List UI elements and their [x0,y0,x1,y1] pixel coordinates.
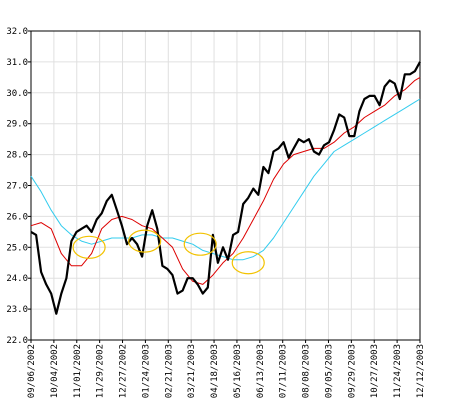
y-axis-ticks: 22.0 23.0 24.0 25.0 26.0 27.0 28.0 29.0 30.0 31.0… [6,27,31,346]
x-tick-label: 04/18/2003 [210,344,220,398]
y-tick-label: 24.0 [6,274,28,284]
crossover-highlight [183,232,217,256]
y-tick-label: 32.0 [6,27,28,37]
x-tick-label: 02/21/2003 [164,344,174,398]
y-tick-label: 23.0 [6,305,28,315]
crossover-highlight [231,251,265,275]
x-axis-ticks: 09/06/2002 10/04/2002 11/01/2002 11/29/2002… [27,340,426,398]
x-tick-label: 10/04/2002 [50,344,60,398]
x-tick-label: 11/29/2002 [96,344,106,398]
x-tick-label: 12/12/2003 [416,344,426,398]
y-tick-label: 30.0 [6,89,28,99]
x-tick-label: 01/24/2003 [141,344,151,398]
x-tick-label: 09/06/2002 [27,344,37,398]
series-line-2 [30,98,421,261]
x-tick-label: 05/16/2003 [233,344,243,398]
x-tick-label: 12/27/2002 [119,344,129,398]
x-tick-label: 03/21/2003 [187,344,197,398]
crossover-highlight [72,235,106,259]
series-layer [30,61,421,315]
x-tick-label: 09/29/2003 [347,344,357,398]
y-tick-label: 28.0 [6,151,28,161]
crossover-highlight [128,229,162,253]
x-tick-label: 07/11/2003 [279,344,289,398]
x-tick-label: 08/08/2003 [302,344,312,398]
grid [31,31,420,340]
x-tick-label: 09/05/2003 [324,344,334,398]
y-tick-label: 27.0 [6,182,28,192]
y-tick-label: 22.0 [6,336,28,346]
y-tick-label: 29.0 [6,120,28,130]
x-tick-label: 11/01/2002 [73,344,83,398]
x-tick-label: 10/27/2003 [370,344,380,398]
x-tick-label: 11/24/2003 [393,344,403,398]
series-line-0 [30,61,421,315]
highlight-layer [72,229,265,275]
y-tick-label: 26.0 [6,212,28,222]
y-tick-label: 25.0 [6,243,28,253]
x-tick-label: 06/13/2003 [256,344,266,398]
y-tick-label: 31.0 [6,58,28,68]
